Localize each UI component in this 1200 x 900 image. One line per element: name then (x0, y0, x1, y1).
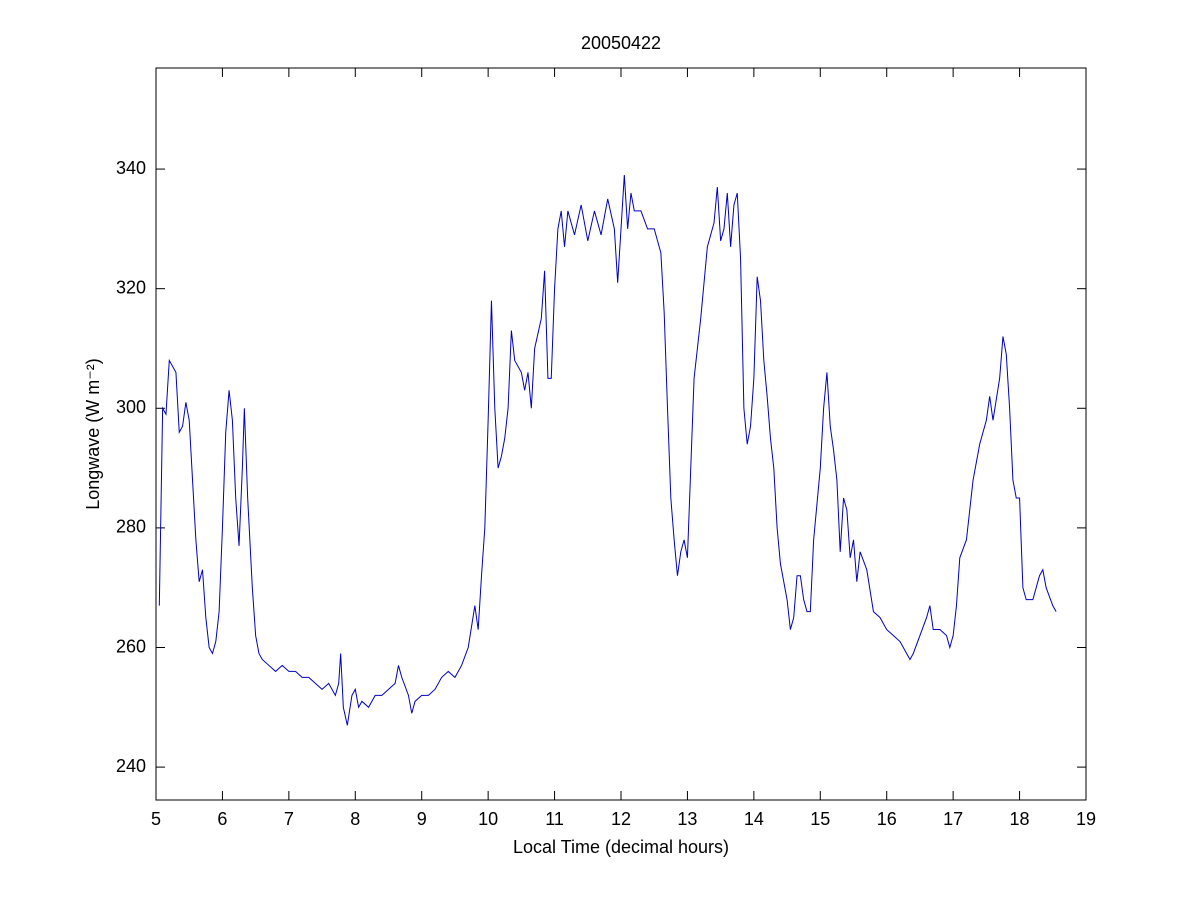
x-tick-label: 6 (217, 809, 227, 829)
y-tick-label: 340 (116, 158, 146, 178)
y-tick-label: 280 (116, 517, 146, 537)
chart-title: 20050422 (581, 33, 661, 53)
data-line (158, 175, 1057, 726)
x-tick-label: 11 (545, 809, 564, 829)
x-tick-label: 10 (478, 809, 498, 829)
x-tick-label: 9 (417, 809, 427, 829)
y-axis-label: Longwave (W m⁻²) (83, 358, 103, 510)
x-tick-label: 19 (1076, 809, 1096, 829)
x-tick-label: 12 (611, 809, 631, 829)
x-tick-label: 18 (1010, 809, 1030, 829)
x-tick-label: 13 (677, 809, 697, 829)
x-axis-label: Local Time (decimal hours) (513, 837, 729, 857)
x-tick-label: 17 (943, 809, 963, 829)
x-tick-label: 16 (877, 809, 897, 829)
y-tick-label: 300 (116, 397, 146, 417)
y-tick-label: 260 (116, 636, 146, 656)
x-tick-label: 5 (151, 809, 161, 829)
x-tick-label: 14 (744, 809, 764, 829)
y-tick-label: 240 (116, 756, 146, 776)
x-tick-label: 7 (284, 809, 294, 829)
x-tick-label: 8 (350, 809, 360, 829)
x-tick-label: 15 (810, 809, 830, 829)
y-tick-label: 320 (116, 277, 146, 297)
